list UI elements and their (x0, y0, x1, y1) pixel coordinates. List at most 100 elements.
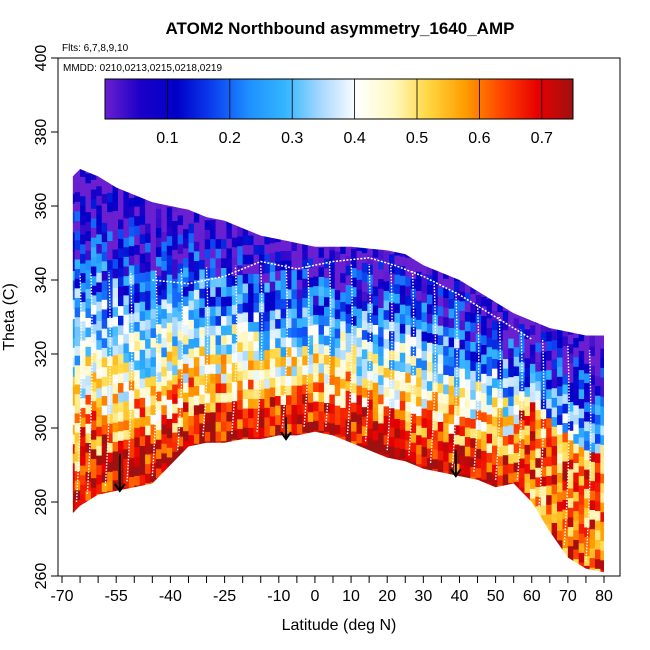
heatmap-cell (475, 457, 482, 469)
heatmap-cell (123, 333, 130, 344)
heatmap-cell (199, 278, 206, 289)
heatmap-cell (220, 325, 228, 336)
heatmap-cell (329, 374, 336, 385)
heatmap-cell (497, 484, 504, 495)
heatmap-cell (481, 354, 488, 365)
heatmap-cell (101, 356, 108, 368)
heatmap-cell (193, 404, 200, 415)
heatmap-cell (248, 417, 255, 428)
heatmap-cell (464, 359, 471, 370)
heatmap-cell (118, 363, 125, 374)
heatmap-cell (589, 326, 596, 337)
heatmap-cell (96, 426, 103, 437)
heatmap-cell (150, 433, 157, 444)
heatmap-cell (183, 372, 190, 384)
heatmap-cell (90, 333, 97, 344)
heatmap-cell (421, 292, 428, 303)
heatmap-cell (524, 492, 531, 503)
heatmap-cell (107, 403, 114, 415)
heatmap-cell (248, 388, 255, 399)
heatmap-cell (215, 257, 222, 269)
heatmap-cell (188, 444, 195, 455)
heatmap-cell (584, 497, 591, 509)
heatmap-cell (302, 230, 309, 241)
heatmap-cell (399, 342, 406, 353)
heatmap-cell (231, 314, 238, 325)
heatmap-cell (296, 365, 303, 377)
heatmap-cell (291, 317, 298, 328)
heatmap-cell (356, 327, 363, 338)
heatmap-cell (85, 403, 92, 415)
heatmap-cell (231, 381, 238, 392)
heatmap-cell (383, 261, 390, 272)
heatmap-cell (313, 256, 320, 267)
heatmap-cell (264, 378, 271, 389)
heatmap-cell (557, 356, 564, 368)
heatmap-cell (85, 471, 92, 482)
heatmap-cell (389, 426, 396, 438)
heatmap-cell (193, 385, 200, 396)
heatmap-cell (296, 404, 303, 415)
heatmap-cell (150, 404, 157, 415)
heatmap-cell (589, 355, 596, 366)
heatmap-cell (145, 463, 152, 474)
heatmap-cell (600, 463, 605, 474)
heatmap-cell (161, 346, 168, 358)
heatmap-cell (475, 332, 482, 344)
heatmap-cell (291, 365, 298, 377)
heatmap-cell (389, 292, 396, 303)
heatmap-cell (399, 323, 406, 334)
heatmap-cell (399, 352, 406, 363)
heatmap-cell (573, 500, 580, 512)
heatmap-cell (118, 430, 125, 441)
heatmap-cell (204, 440, 211, 452)
heatmap-cell (594, 452, 601, 464)
heatmap-cell (112, 345, 119, 356)
heatmap-cell (361, 329, 368, 340)
heatmap-cell (172, 345, 179, 356)
heatmap-cell (139, 329, 146, 341)
heatmap-cell (199, 413, 206, 424)
heatmap-cell (226, 295, 233, 307)
heatmap-cell (286, 308, 293, 319)
heatmap-cell (323, 363, 330, 375)
heatmap-cell (210, 257, 217, 269)
heatmap-cell (107, 413, 114, 424)
heatmap-cell (313, 333, 320, 344)
heatmap-cell (150, 481, 157, 492)
heatmap-cell (307, 257, 314, 269)
heatmap-cell (567, 391, 574, 402)
heatmap-cell (421, 456, 428, 467)
heatmap-cell (367, 447, 374, 458)
heatmap-cell (150, 366, 157, 377)
heatmap-cell (150, 270, 157, 281)
heatmap-cell (372, 353, 379, 364)
heatmap-cell (264, 416, 271, 428)
heatmap-cell (486, 433, 493, 444)
heatmap-cell (562, 509, 569, 520)
heatmap-cell (134, 465, 141, 476)
heatmap-cell (437, 440, 444, 451)
heatmap-cell (524, 309, 531, 320)
heatmap-cell (448, 365, 455, 377)
heatmap-cell (72, 169, 76, 175)
heatmap-cell (378, 403, 385, 414)
heatmap-cell (231, 362, 238, 373)
heatmap-cell (242, 311, 249, 323)
heatmap-cell (464, 465, 471, 476)
heatmap-cell (323, 354, 330, 365)
heatmap-cell (454, 289, 461, 301)
heatmap-cell (464, 311, 471, 322)
heatmap-cell (199, 317, 206, 328)
heatmap-cell (118, 218, 125, 230)
heatmap-cell (378, 268, 385, 280)
heatmap-cell (367, 264, 374, 275)
heatmap-cell (85, 490, 92, 501)
heatmap-cell (600, 559, 605, 570)
heatmap-cell (356, 423, 363, 434)
heatmap-cell (172, 249, 179, 260)
heatmap-cell (578, 408, 585, 419)
heatmap-cell (432, 256, 439, 267)
heatmap-cell (519, 429, 526, 440)
chart-title: ATOM2 Northbound asymmetry_1640_AMP (166, 19, 515, 38)
